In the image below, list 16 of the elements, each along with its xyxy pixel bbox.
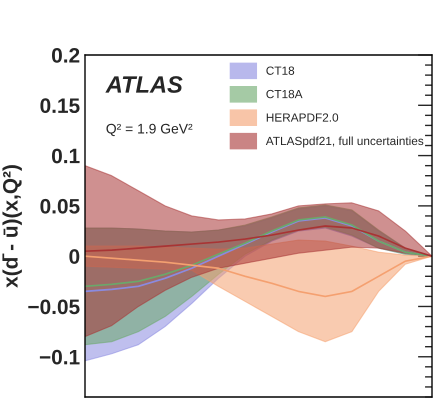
y-tick-label: 0.2 (52, 48, 80, 63)
y-tick-label: −0.1 (40, 350, 80, 365)
y-tick-label: 0.15 (40, 98, 80, 114)
y-tick-label: −0.05 (28, 299, 80, 314)
annotation: ATLAS (105, 76, 183, 93)
line-series (85, 255, 432, 298)
y-axis-title: x(d̄ - ū)(x,Q²) (2, 165, 22, 288)
y-tick-label: 0.05 (40, 198, 80, 214)
y-tick-label: 0.1 (52, 148, 80, 164)
annotation: Q² = 1.9 GeV² (106, 124, 192, 136)
y-tick-label: 0 (69, 249, 80, 264)
line-series (85, 225, 432, 258)
legend-label: CT18A (266, 90, 303, 98)
legend-label: HERAPDF2.0 (266, 113, 338, 122)
legend-label: CT18 (266, 66, 294, 75)
legend-label: ATLASpdf21, full uncertainties (266, 136, 424, 148)
